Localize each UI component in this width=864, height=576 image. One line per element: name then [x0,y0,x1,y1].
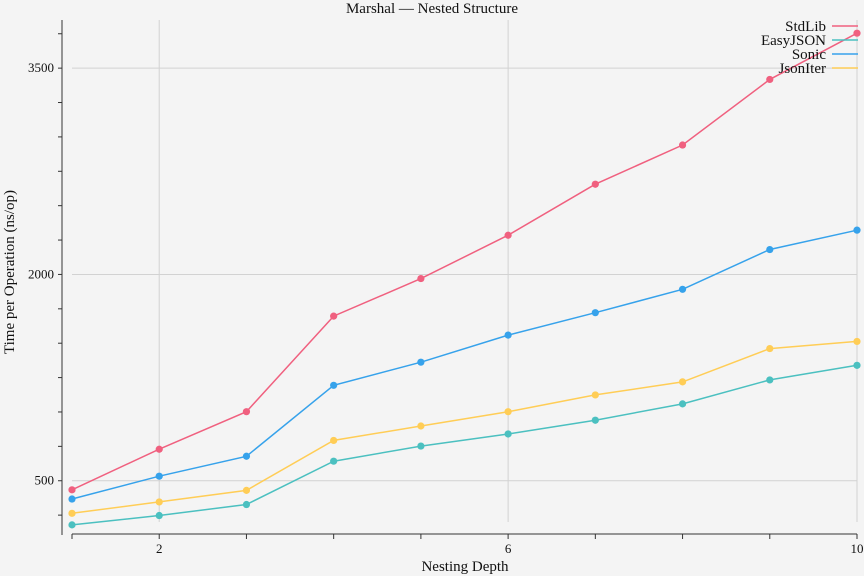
data-point [242,500,251,509]
data-point [504,430,512,438]
tick-labels: 500 2000 3500 2 6 10 [28,60,864,556]
legend-label: StdLib [785,19,826,35]
data-point [678,400,687,408]
data-point [330,436,338,445]
data-point [417,358,425,366]
data-point [504,231,512,239]
legend-label: Sonic [792,47,827,63]
data-point [330,381,338,389]
series-line [71,340,858,515]
data-point [330,457,338,465]
data-point [766,245,774,254]
legend-label: EasyJSON [761,33,826,49]
data-point [417,442,425,450]
data-point [155,511,163,520]
data-point [68,509,76,517]
data-point [504,408,512,416]
data-point [766,344,774,353]
data-point [853,226,861,234]
legend-label: JsonIter [779,61,827,77]
data-point [155,445,163,453]
data-point [242,486,251,494]
series-line [71,32,858,491]
grid [72,20,858,522]
chart-title: Marshal — Nested Structure [346,1,518,17]
y-tick-label: 2000 [28,266,54,281]
data-point [853,337,861,346]
data-point [330,312,338,320]
data-point [591,309,599,317]
data-point [853,361,861,369]
data-point [504,331,512,339]
data-point [591,416,599,424]
data-point [766,75,774,84]
data-point [242,408,251,416]
data-point [591,391,599,399]
data-point [242,452,251,460]
data-point [678,141,687,149]
x-tick-label: 6 [505,541,512,556]
data-point [68,486,76,494]
x-axis-title: Nesting Depth [421,559,509,575]
x-tick-label: 10 [851,541,864,556]
data-point [678,285,687,293]
data-point [155,498,163,506]
series-line [71,229,858,500]
series-line [71,364,858,526]
x-tick-label: 2 [156,541,163,556]
data-point [417,422,425,430]
data-point [678,378,687,386]
data-point [591,180,599,188]
data-point [68,495,76,503]
data-point [766,376,774,384]
y-axis-title: Time per Operation (ns/op) [2,190,18,354]
series-group [68,29,861,529]
data-point [68,521,76,529]
y-tick-label: 500 [35,473,55,488]
data-point [853,29,861,37]
y-tick-label: 3500 [28,60,54,75]
data-point [155,472,163,480]
axes [58,20,858,539]
data-point [417,274,425,283]
